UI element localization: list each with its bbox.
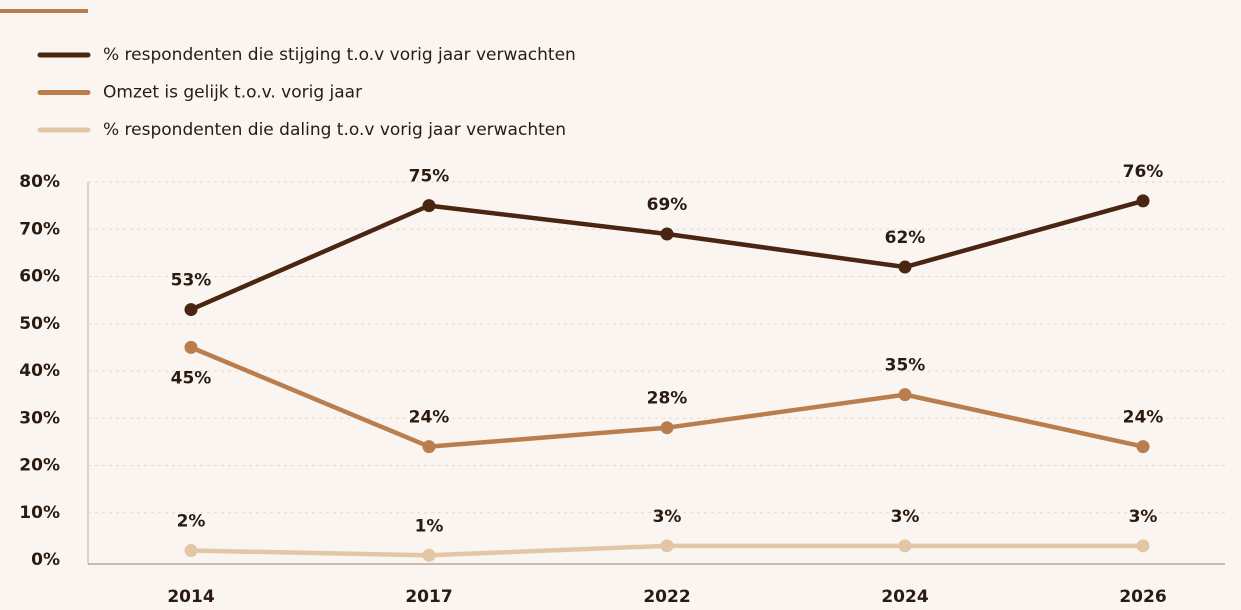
x-tick-label: 2024	[881, 587, 928, 607]
x-tick-label: 2026	[1119, 587, 1166, 607]
y-tick-label: 60%	[19, 267, 60, 287]
y-tick-label: 10%	[19, 503, 60, 523]
y-tick-label: 80%	[19, 172, 60, 192]
x-tick-label: 2014	[167, 587, 214, 607]
x-tick-label: 2022	[643, 587, 690, 607]
data-label: 28%	[647, 389, 688, 409]
data-point	[1136, 539, 1150, 553]
legend-label: % respondenten die stijging t.o.v vorig …	[103, 45, 576, 65]
data-point	[1136, 194, 1150, 208]
data-point	[184, 303, 198, 317]
data-label: 76%	[1123, 162, 1164, 182]
data-label: 35%	[885, 356, 926, 376]
y-tick-label: 30%	[19, 408, 60, 428]
data-point	[898, 539, 912, 553]
data-label: 3%	[891, 507, 920, 527]
legend-label: % respondenten die daling t.o.v vorig ja…	[103, 120, 566, 140]
data-label: 75%	[409, 167, 450, 187]
y-tick-label: 0%	[31, 550, 60, 570]
data-point	[660, 539, 674, 553]
data-label: 2%	[177, 512, 206, 532]
data-point	[422, 199, 436, 213]
data-label: 24%	[409, 408, 450, 428]
data-label: 3%	[1129, 507, 1158, 527]
data-label: 69%	[647, 195, 688, 215]
data-point	[422, 548, 436, 562]
data-point	[1136, 440, 1150, 454]
data-label: 1%	[415, 516, 444, 536]
legend-label: Omzet is gelijk t.o.v. vorig jaar	[103, 83, 362, 103]
y-tick-label: 50%	[19, 314, 60, 334]
data-point	[898, 260, 912, 274]
data-label: 45%	[171, 368, 212, 388]
data-label: 24%	[1123, 408, 1164, 428]
data-point	[898, 388, 912, 402]
data-label: 62%	[885, 228, 926, 248]
data-point	[660, 421, 674, 435]
data-label: 3%	[653, 507, 682, 527]
y-tick-label: 70%	[19, 219, 60, 239]
x-tick-label: 2017	[405, 587, 452, 607]
data-point	[422, 440, 436, 454]
data-label: 53%	[171, 271, 212, 291]
data-point	[660, 227, 674, 241]
data-point	[184, 340, 198, 354]
data-point	[184, 544, 198, 558]
y-tick-label: 20%	[19, 456, 60, 476]
y-tick-label: 40%	[19, 361, 60, 381]
